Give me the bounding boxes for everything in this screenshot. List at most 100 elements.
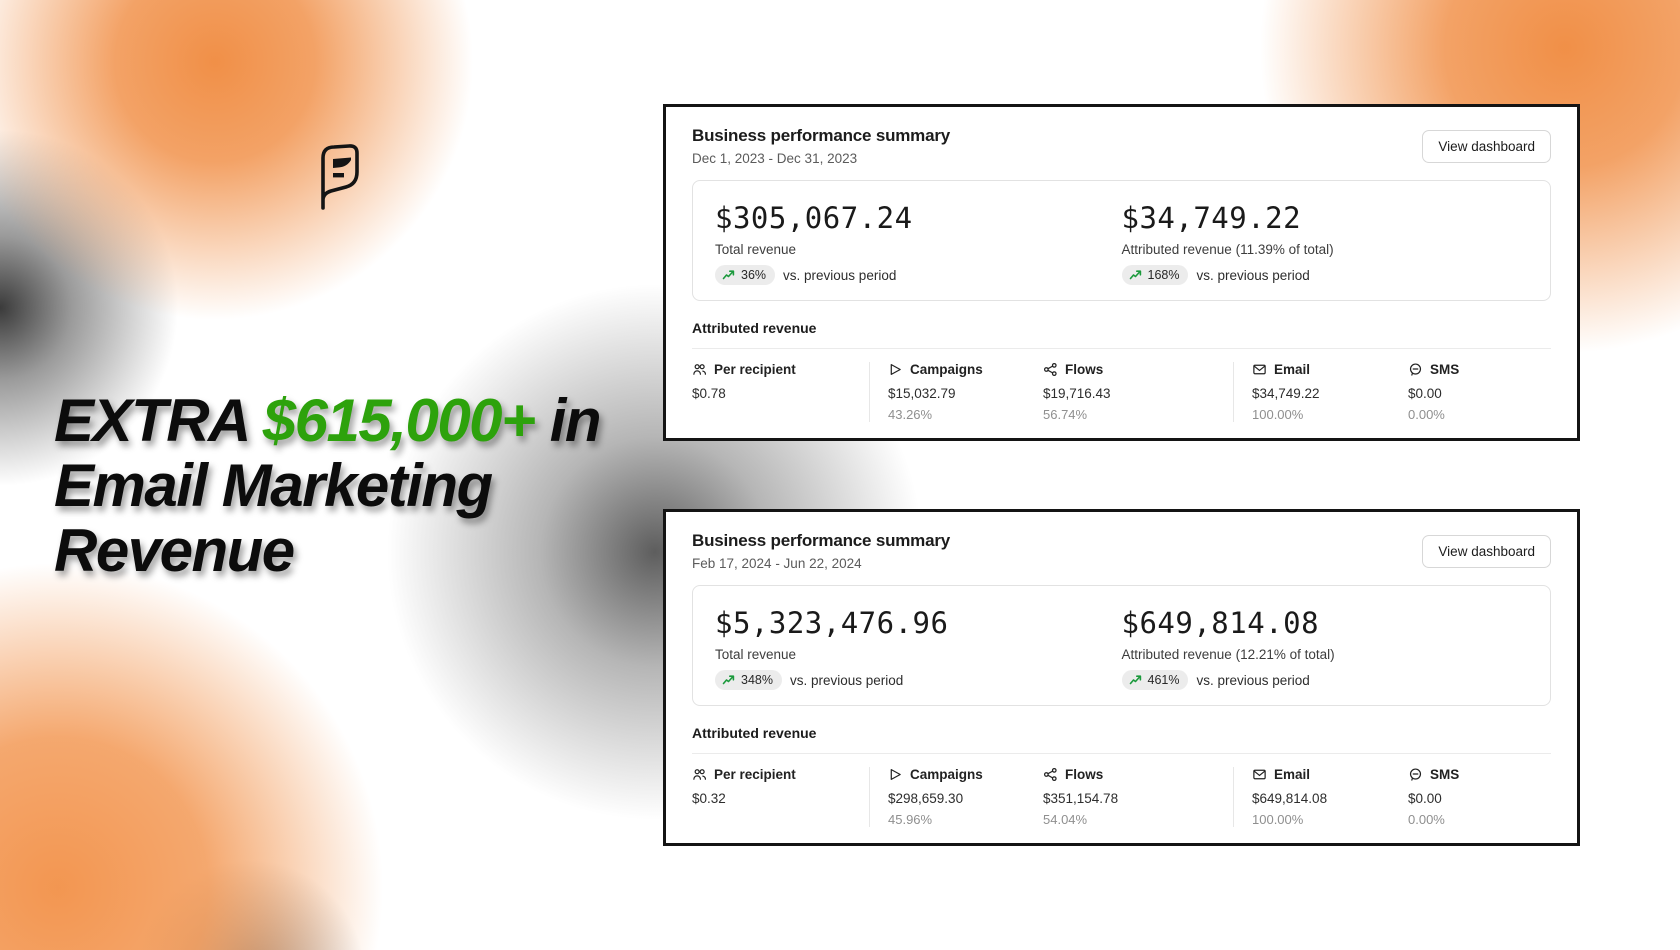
change-percent: 461% (1147, 673, 1180, 687)
attributed-revenue-stat: $34,749.22 Attributed revenue (11.39% of… (1121, 201, 1529, 300)
view-dashboard-button[interactable]: View dashboard (1422, 130, 1551, 163)
change-badge: 348% (715, 670, 782, 690)
total-revenue-stat: $305,067.24 Total revenue 36% vs. previo… (715, 201, 1122, 300)
headline-line2: Email Marketing (54, 452, 493, 520)
card-title: Business performance summary (692, 126, 951, 145)
total-revenue-stat: $5,323,476.96 Total revenue 348% vs. pre… (715, 606, 1122, 705)
attributed-revenue-value: $649,814.08 (1121, 606, 1320, 640)
metrics-row: Per recipient $0.32 Campaigns $298,659.3… (692, 753, 1551, 827)
trend-up-icon (1129, 675, 1141, 685)
metric-percent: 45.96% (888, 812, 933, 827)
attributed-revenue-label: Attributed revenue (11.39% of total) (1121, 242, 1334, 257)
attributed-revenue-section-title: Attributed revenue (692, 320, 817, 336)
change-percent: 36% (741, 268, 767, 282)
metric-label: Per recipient (714, 362, 796, 377)
compare-label: vs. previous period (1196, 267, 1310, 283)
metric-percent: 100.00% (1252, 407, 1304, 422)
f-leaf-logo-icon (321, 144, 359, 210)
flows-icon (1043, 362, 1058, 377)
change-percent: 348% (741, 673, 773, 687)
people-icon (692, 767, 707, 782)
hero-headline: EXTRA $615,000+ in Email Marketing Reven… (54, 388, 654, 583)
attributed-revenue-stat: $649,814.08 Attributed revenue (12.21% o… (1121, 606, 1529, 705)
metric-percent: 100.00% (1252, 812, 1304, 827)
total-revenue-change-row: 36% vs. previous period (715, 265, 1122, 285)
trend-up-icon (722, 675, 735, 685)
total-revenue-label: Total revenue (715, 647, 797, 662)
total-revenue-value: $305,067.24 (715, 201, 913, 235)
total-revenue-value: $5,323,476.96 (715, 606, 949, 640)
metric-value: $298,659.30 (888, 791, 964, 806)
metric-label: Email (1274, 767, 1311, 782)
email-icon (1252, 362, 1267, 377)
card-header-text: Business performance summary Feb 17, 202… (692, 531, 950, 571)
metric-sms: SMS $0.00 0.00% (1398, 362, 1459, 422)
compare-label: vs. previous period (789, 672, 904, 688)
metric-per-recipient: Per recipient $0.78 (692, 362, 869, 422)
card-title: Business performance summary (692, 531, 951, 550)
send-icon (888, 767, 903, 782)
headline-line3: Revenue (54, 517, 295, 585)
metric-value: $0.00 (1408, 791, 1442, 806)
total-revenue-change-row: 348% vs. previous period (715, 670, 1122, 690)
metric-sms: SMS $0.00 0.00% (1398, 767, 1459, 827)
sms-icon (1408, 767, 1423, 782)
metric-value: $0.00 (1408, 386, 1442, 401)
attributed-revenue-change-row: 461% vs. previous period (1121, 670, 1529, 690)
metric-value: $0.78 (692, 386, 726, 401)
headline-highlight: $615,000+ (262, 387, 536, 455)
revenue-summary-box: $305,067.24 Total revenue 36% vs. previo… (692, 180, 1551, 301)
metric-label: Flows (1065, 362, 1104, 377)
metric-percent: 43.26% (888, 407, 933, 422)
card-header: Business performance summary Feb 17, 202… (692, 531, 1551, 571)
compare-label: vs. previous period (783, 267, 897, 283)
metric-label: SMS (1430, 767, 1460, 782)
attributed-revenue-change-row: 168% vs. previous period (1121, 265, 1529, 285)
attributed-revenue-label: Attributed revenue (12.21% of total) (1121, 647, 1335, 662)
trend-up-icon (1129, 270, 1141, 280)
metric-label: Campaigns (910, 362, 983, 377)
metric-email: Email $34,749.22 100.00% (1233, 362, 1398, 422)
metric-percent (692, 812, 869, 827)
metric-label: Email (1274, 362, 1311, 377)
metrics-row: Per recipient $0.78 Campaigns $15,032.79… (692, 348, 1551, 422)
headline-prefix: EXTRA (54, 387, 263, 455)
total-revenue-label: Total revenue (715, 242, 797, 257)
metric-label: Campaigns (910, 767, 983, 782)
business-performance-card-1: Business performance summary Dec 1, 2023… (663, 104, 1580, 441)
change-badge: 168% (1121, 265, 1189, 285)
metric-value: $19,716.43 (1043, 386, 1111, 401)
metric-flows: Flows $19,716.43 56.74% (1043, 362, 1233, 422)
metric-percent: 54.04% (1043, 812, 1088, 827)
metric-label: SMS (1430, 362, 1460, 377)
metric-email: Email $649,814.08 100.00% (1233, 767, 1398, 827)
brand-logo (311, 142, 369, 215)
metric-campaigns: Campaigns $15,032.79 43.26% (869, 362, 1043, 422)
metric-label: Per recipient (714, 767, 796, 782)
change-badge: 461% (1121, 670, 1189, 690)
metric-value: $649,814.08 (1252, 791, 1328, 806)
metric-label: Flows (1065, 767, 1104, 782)
attributed-revenue-section-title: Attributed revenue (692, 725, 817, 741)
date-range: Feb 17, 2024 - Jun 22, 2024 (692, 556, 862, 571)
attributed-revenue-value: $34,749.22 (1121, 201, 1302, 235)
metric-percent: 56.74% (1043, 407, 1088, 422)
metric-campaigns: Campaigns $298,659.30 45.96% (869, 767, 1043, 827)
email-icon (1252, 767, 1267, 782)
flows-icon (1043, 767, 1058, 782)
metric-value: $351,154.78 (1043, 791, 1119, 806)
view-dashboard-button[interactable]: View dashboard (1422, 535, 1551, 568)
sms-icon (1408, 362, 1423, 377)
card-header: Business performance summary Dec 1, 2023… (692, 126, 1551, 166)
card-header-text: Business performance summary Dec 1, 2023… (692, 126, 950, 166)
date-range: Dec 1, 2023 - Dec 31, 2023 (692, 151, 858, 166)
send-icon (888, 362, 903, 377)
revenue-summary-box: $5,323,476.96 Total revenue 348% vs. pre… (692, 585, 1551, 706)
metric-percent: 0.00% (1408, 407, 1445, 422)
metric-percent (692, 407, 869, 422)
business-performance-card-2: Business performance summary Feb 17, 202… (663, 509, 1580, 846)
people-icon (692, 362, 707, 377)
metric-value: $15,032.79 (888, 386, 956, 401)
metric-value: $0.32 (692, 791, 726, 806)
metric-flows: Flows $351,154.78 54.04% (1043, 767, 1233, 827)
